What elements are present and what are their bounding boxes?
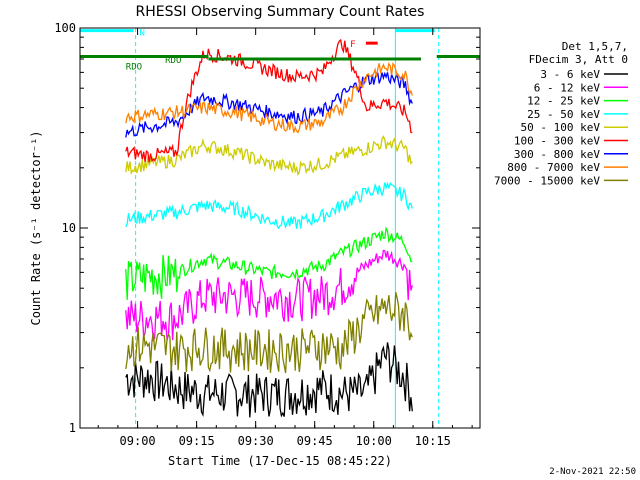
series-line-0 bbox=[125, 342, 413, 418]
series-line-5 bbox=[125, 38, 413, 163]
y-axis-label: Count Rate (s⁻¹ detector⁻¹) bbox=[29, 130, 43, 325]
x-axis-label: Start Time (17-Dec-15 08:45:22) bbox=[168, 454, 392, 468]
legend-entry-4: 50 - 100 keV bbox=[521, 121, 601, 134]
x-tick-label-5: 10:15 bbox=[415, 434, 451, 448]
series-line-3 bbox=[125, 181, 413, 230]
series-line-7 bbox=[125, 61, 413, 134]
x-tick-label-1: 09:15 bbox=[179, 434, 215, 448]
x-tick-label-3: 09:45 bbox=[297, 434, 333, 448]
legend-entry-7: 800 - 7000 keV bbox=[507, 161, 600, 174]
y-tick-label-1: 10 bbox=[62, 221, 76, 235]
x-axis: 09:00 09:15 09:30 09:45 10:00 10:15 bbox=[97, 28, 473, 448]
series-line-1 bbox=[125, 249, 413, 342]
series-line-8 bbox=[125, 292, 413, 374]
flag-label-2: RDO bbox=[165, 56, 181, 66]
series-line-6 bbox=[125, 71, 413, 138]
flag-label-3: F bbox=[350, 40, 355, 50]
y-axis: 1 10 100 bbox=[54, 21, 480, 435]
legend-entry-6: 300 - 800 keV bbox=[514, 148, 600, 161]
y-tick-label-0: 1 bbox=[69, 421, 76, 435]
legend-header-2: FDecim 3, Att 0 bbox=[529, 53, 628, 66]
chart-title: RHESSI Observing Summary Count Rates bbox=[136, 4, 425, 20]
legend-entry-5: 100 - 300 keV bbox=[514, 135, 600, 148]
legend-entry-1: 6 - 12 keV bbox=[534, 81, 601, 94]
flag-label-0: N bbox=[140, 29, 145, 39]
legend-entry-8: 7000 - 15000 keV bbox=[494, 174, 600, 187]
plot-area: N RDO RDO F bbox=[80, 28, 480, 428]
flag-label-1: RDO bbox=[126, 62, 142, 72]
plot-frame bbox=[79, 27, 481, 429]
legend-entry-2: 12 - 25 keV bbox=[527, 95, 600, 108]
x-tick-label-2: 09:30 bbox=[238, 434, 274, 448]
series-line-4 bbox=[125, 135, 413, 177]
series-line-2 bbox=[125, 226, 413, 300]
y-tick-label-2: 100 bbox=[54, 21, 76, 35]
legend-header-1: Det 1,5,7, bbox=[562, 40, 628, 53]
legend-entry-3: 25 - 50 keV bbox=[527, 108, 600, 121]
legend-entry-0: 3 - 6 keV bbox=[540, 68, 600, 81]
footer-date: 2-Nov-2021 22:50 bbox=[549, 467, 636, 477]
x-tick-label-0: 09:00 bbox=[120, 434, 156, 448]
x-tick-label-4: 10:00 bbox=[356, 434, 392, 448]
